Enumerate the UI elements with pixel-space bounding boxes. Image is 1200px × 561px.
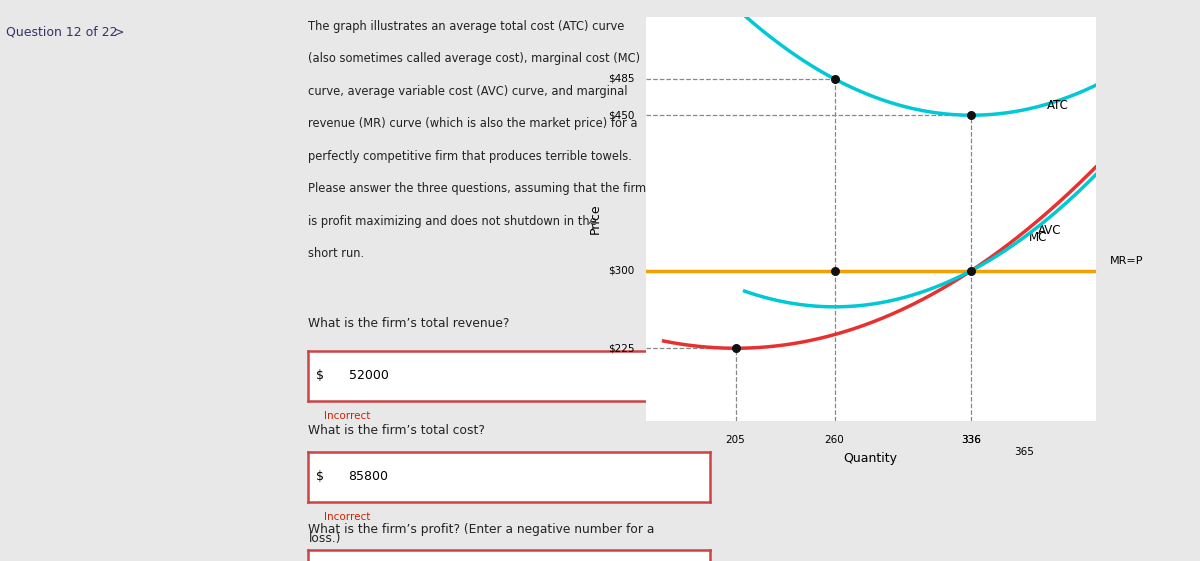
Text: 260: 260 — [824, 435, 845, 445]
Text: 365: 365 — [1014, 447, 1033, 457]
Text: revenue (MR) curve (which is also the market price) for a: revenue (MR) curve (which is also the ma… — [308, 117, 638, 130]
Text: ATC: ATC — [1048, 99, 1069, 112]
Point — [826, 266, 845, 275]
Text: loss.): loss.) — [308, 532, 341, 545]
Text: MR=P: MR=P — [1110, 256, 1144, 266]
Text: $: $ — [317, 470, 324, 484]
Text: What is the firm’s profit? (Enter a negative number for a: What is the firm’s profit? (Enter a nega… — [308, 523, 655, 536]
Point — [826, 75, 845, 84]
Text: 336: 336 — [961, 435, 982, 445]
Point — [962, 266, 982, 275]
Text: >: > — [114, 25, 125, 38]
Text: (also sometimes called average cost), marginal cost (MC): (also sometimes called average cost), ma… — [308, 52, 641, 65]
Text: 205: 205 — [726, 435, 745, 445]
Text: $485: $485 — [608, 74, 635, 84]
Text: Please answer the three questions, assuming that the firm: Please answer the three questions, assum… — [308, 182, 647, 195]
Text: The graph illustrates an average total cost (ATC) curve: The graph illustrates an average total c… — [308, 20, 625, 33]
Text: Incorrect: Incorrect — [324, 411, 371, 421]
Point — [726, 344, 745, 353]
Text: Incorrect: Incorrect — [324, 512, 371, 522]
Text: Quantity: Quantity — [844, 452, 898, 465]
Text: perfectly competitive firm that produces terrible towels.: perfectly competitive firm that produces… — [308, 150, 632, 163]
Text: Question 12 of 22: Question 12 of 22 — [6, 25, 118, 38]
Text: AVC: AVC — [1038, 224, 1062, 237]
Text: 336: 336 — [961, 435, 982, 445]
Text: $300: $300 — [608, 265, 635, 275]
Text: 52000: 52000 — [349, 369, 389, 383]
Text: 85800: 85800 — [349, 470, 389, 484]
Text: is profit maximizing and does not shutdown in the: is profit maximizing and does not shutdo… — [308, 215, 598, 228]
Text: MC: MC — [1030, 231, 1048, 244]
Text: What is the firm’s total revenue?: What is the firm’s total revenue? — [308, 317, 510, 330]
Text: $: $ — [317, 369, 324, 383]
Text: curve, average variable cost (AVC) curve, and marginal: curve, average variable cost (AVC) curve… — [308, 85, 628, 98]
Text: $450: $450 — [608, 110, 635, 120]
Text: What is the firm’s total cost?: What is the firm’s total cost? — [308, 424, 485, 436]
Text: short run.: short run. — [308, 247, 365, 260]
Text: $225: $225 — [608, 343, 635, 353]
Point — [962, 111, 982, 119]
Text: Price: Price — [589, 204, 601, 234]
